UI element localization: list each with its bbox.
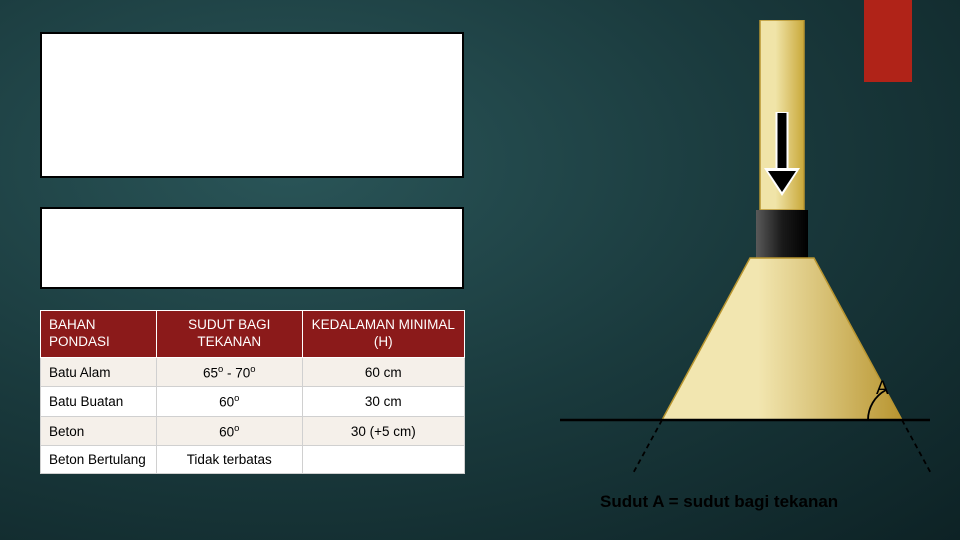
cell-depth: 30 (+5 cm) xyxy=(302,416,464,446)
table-row: Batu Alam65o - 70o60 cm xyxy=(41,357,465,387)
col-header-angle: SUDUT BAGI TEKANAN xyxy=(156,311,302,358)
cell-material: Beton Bertulang xyxy=(41,446,157,474)
cell-angle: 60o xyxy=(156,387,302,417)
content-box-2 xyxy=(40,207,464,289)
cell-angle: 60o xyxy=(156,416,302,446)
cell-depth xyxy=(302,446,464,474)
cell-depth: 30 cm xyxy=(302,387,464,417)
table-row: Batu Buatan60o30 cm xyxy=(41,387,465,417)
foundation-diagram xyxy=(520,20,940,500)
table-row: Beton BertulangTidak terbatas xyxy=(41,446,465,474)
diagram-caption: Sudut A = sudut bagi tekanan xyxy=(600,492,838,512)
angle-label: A xyxy=(876,378,889,400)
cell-material: Batu Alam xyxy=(41,357,157,387)
cell-material: Batu Buatan xyxy=(41,387,157,417)
materials-table: BAHAN PONDASI SUDUT BAGI TEKANAN KEDALAM… xyxy=(40,310,465,474)
cell-material: Beton xyxy=(41,416,157,446)
table-header-row: BAHAN PONDASI SUDUT BAGI TEKANAN KEDALAM… xyxy=(41,311,465,358)
cell-angle: Tidak terbatas xyxy=(156,446,302,474)
cell-angle: 65o - 70o xyxy=(156,357,302,387)
content-box-1 xyxy=(40,32,464,178)
col-header-depth: KEDALAMAN MINIMAL (H) xyxy=(302,311,464,358)
col-header-material: BAHAN PONDASI xyxy=(41,311,157,358)
table-row: Beton60o30 (+5 cm) xyxy=(41,416,465,446)
cell-depth: 60 cm xyxy=(302,357,464,387)
